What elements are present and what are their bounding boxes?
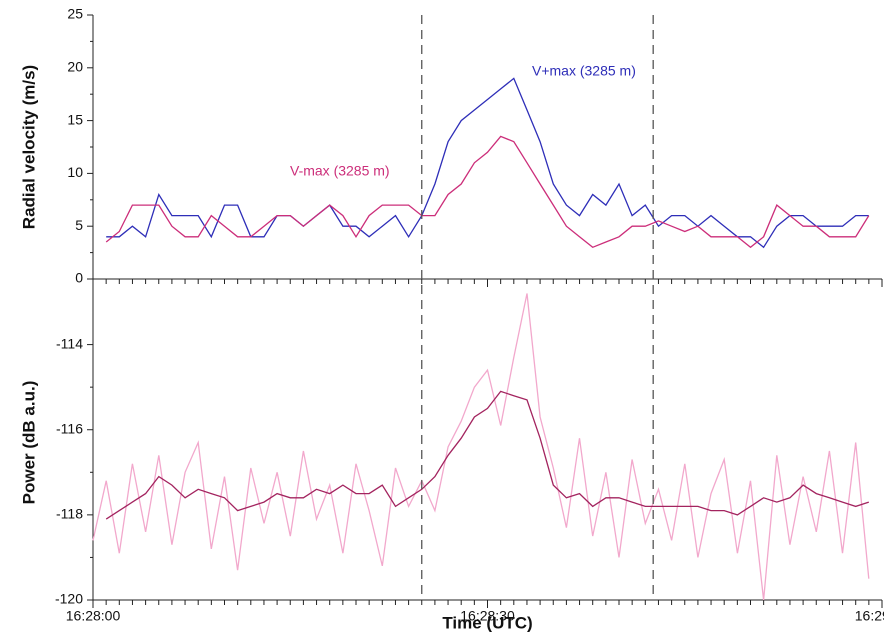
data-line: [105, 390, 870, 520]
y-tick-label: 20: [67, 59, 83, 75]
series-annotation: V-max (3285 m): [290, 163, 390, 179]
x-tick-label: 16:28:30: [460, 608, 515, 624]
y-tick-label: -116: [56, 420, 83, 436]
y-tick-label: -114: [56, 335, 83, 351]
y-tick-label: 15: [67, 111, 83, 127]
data-line: [105, 135, 870, 249]
y-tick-label: 25: [67, 6, 83, 22]
y-tick-label: -118: [56, 506, 83, 522]
x-tick-label: 16:29:00: [855, 608, 884, 624]
x-axis-title: Time (UTC): [442, 613, 532, 632]
y-tick-label: 0: [75, 270, 83, 286]
y-tick-label: 5: [75, 217, 83, 233]
y-axis-title: Radial velocity (m/s): [19, 65, 38, 229]
y-axis-title: Power (dB a.u.): [19, 381, 38, 505]
series-annotation: V+max (3285 m): [532, 63, 636, 79]
data-line: [92, 293, 870, 601]
y-tick-label: 10: [67, 164, 83, 180]
x-tick-label: 16:28:00: [66, 608, 121, 624]
data-line: [106, 77, 869, 249]
y-tick-label: -120: [55, 591, 83, 607]
